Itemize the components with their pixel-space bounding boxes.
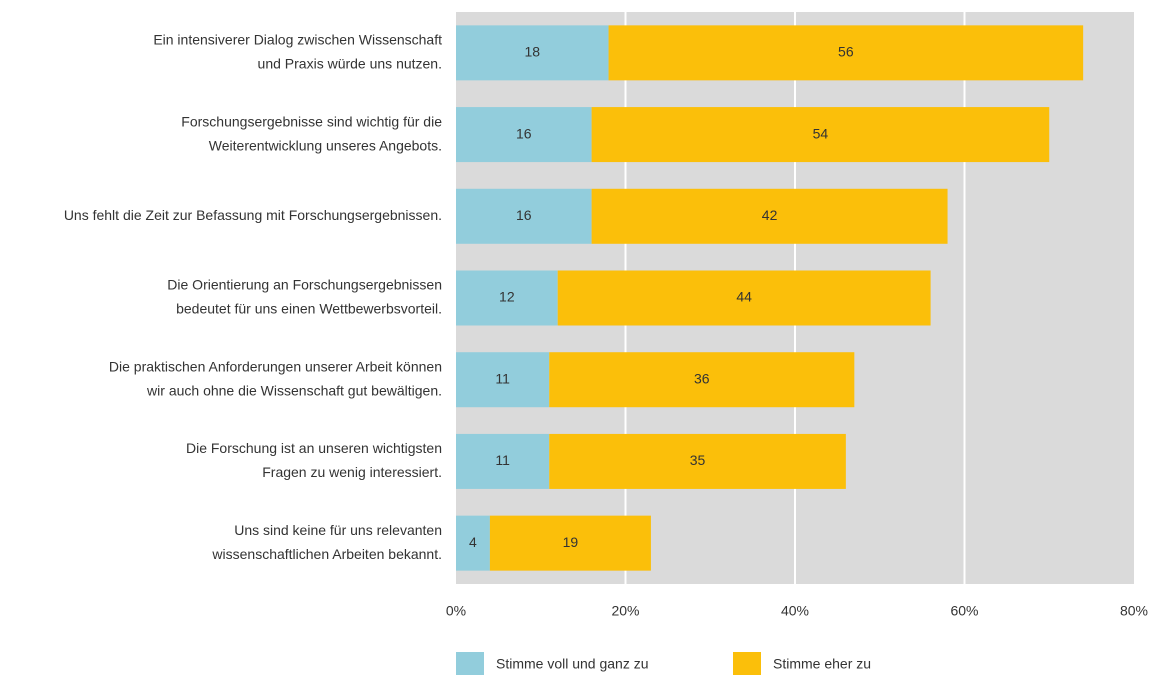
data-label: 54: [813, 125, 829, 141]
bar-segment: [456, 107, 592, 163]
category-label: Die Orientierung an Forschungsergebnisse…: [167, 277, 442, 293]
data-label: 16: [516, 125, 532, 141]
bar-segment: [456, 352, 550, 408]
bar-segment: [557, 270, 931, 326]
bar-segment: [489, 515, 651, 571]
bar-segment: [591, 107, 1050, 163]
data-label: 12: [499, 289, 515, 305]
legend-label: Stimme voll und ganz zu: [496, 656, 649, 672]
bar-segment: [456, 25, 609, 81]
bar-segment: [456, 515, 490, 571]
bar-segment: [608, 25, 1084, 81]
bar-segment: [549, 352, 855, 408]
category-label: und Praxis würde uns nutzen.: [258, 56, 442, 72]
data-label: 11: [495, 452, 510, 468]
x-tick-label: 80%: [1120, 603, 1148, 619]
data-label: 42: [762, 207, 778, 223]
data-label: 18: [524, 44, 540, 60]
x-tick-label: 60%: [950, 603, 978, 619]
data-label: 11: [495, 370, 510, 386]
bar-segment: [456, 188, 592, 244]
bar-segment: [591, 188, 948, 244]
legend-swatch: [733, 652, 761, 675]
category-label: Fragen zu wenig interessiert.: [262, 464, 442, 480]
category-label: Die Forschung ist an unseren wichtigsten: [186, 440, 442, 456]
x-tick-label: 20%: [611, 603, 639, 619]
legend-swatch: [456, 652, 484, 675]
category-label: Forschungsergebnisse sind wichtig für di…: [181, 113, 442, 129]
category-label: Ein intensiverer Dialog zwischen Wissens…: [153, 32, 442, 48]
x-tick-label: 40%: [781, 603, 809, 619]
category-label: Weiterentwicklung unseres Angebots.: [209, 137, 442, 153]
bar-segment: [456, 433, 550, 489]
data-label: 16: [516, 207, 532, 223]
data-label: 44: [736, 289, 752, 305]
x-tick-label: 0%: [446, 603, 466, 619]
category-label: wir auch ohne die Wissenschaft gut bewäl…: [146, 382, 442, 398]
category-label: Uns sind keine für uns relevanten: [234, 522, 442, 538]
category-label: bedeutet für uns einen Wettbewerbsvortei…: [176, 301, 442, 317]
category-label: Die praktischen Anforderungen unserer Ar…: [109, 358, 442, 374]
category-label: Uns fehlt die Zeit zur Befassung mit For…: [64, 207, 442, 223]
bar-segment: [456, 270, 558, 326]
data-label: 36: [694, 370, 710, 386]
data-label: 56: [838, 44, 854, 60]
data-label: 19: [563, 534, 579, 550]
legend-label: Stimme eher zu: [773, 656, 871, 672]
data-label: 35: [690, 452, 706, 468]
bar-segment: [549, 433, 846, 489]
data-label: 4: [469, 534, 477, 550]
category-label: wissenschaftlichen Arbeiten bekannt.: [211, 546, 442, 562]
